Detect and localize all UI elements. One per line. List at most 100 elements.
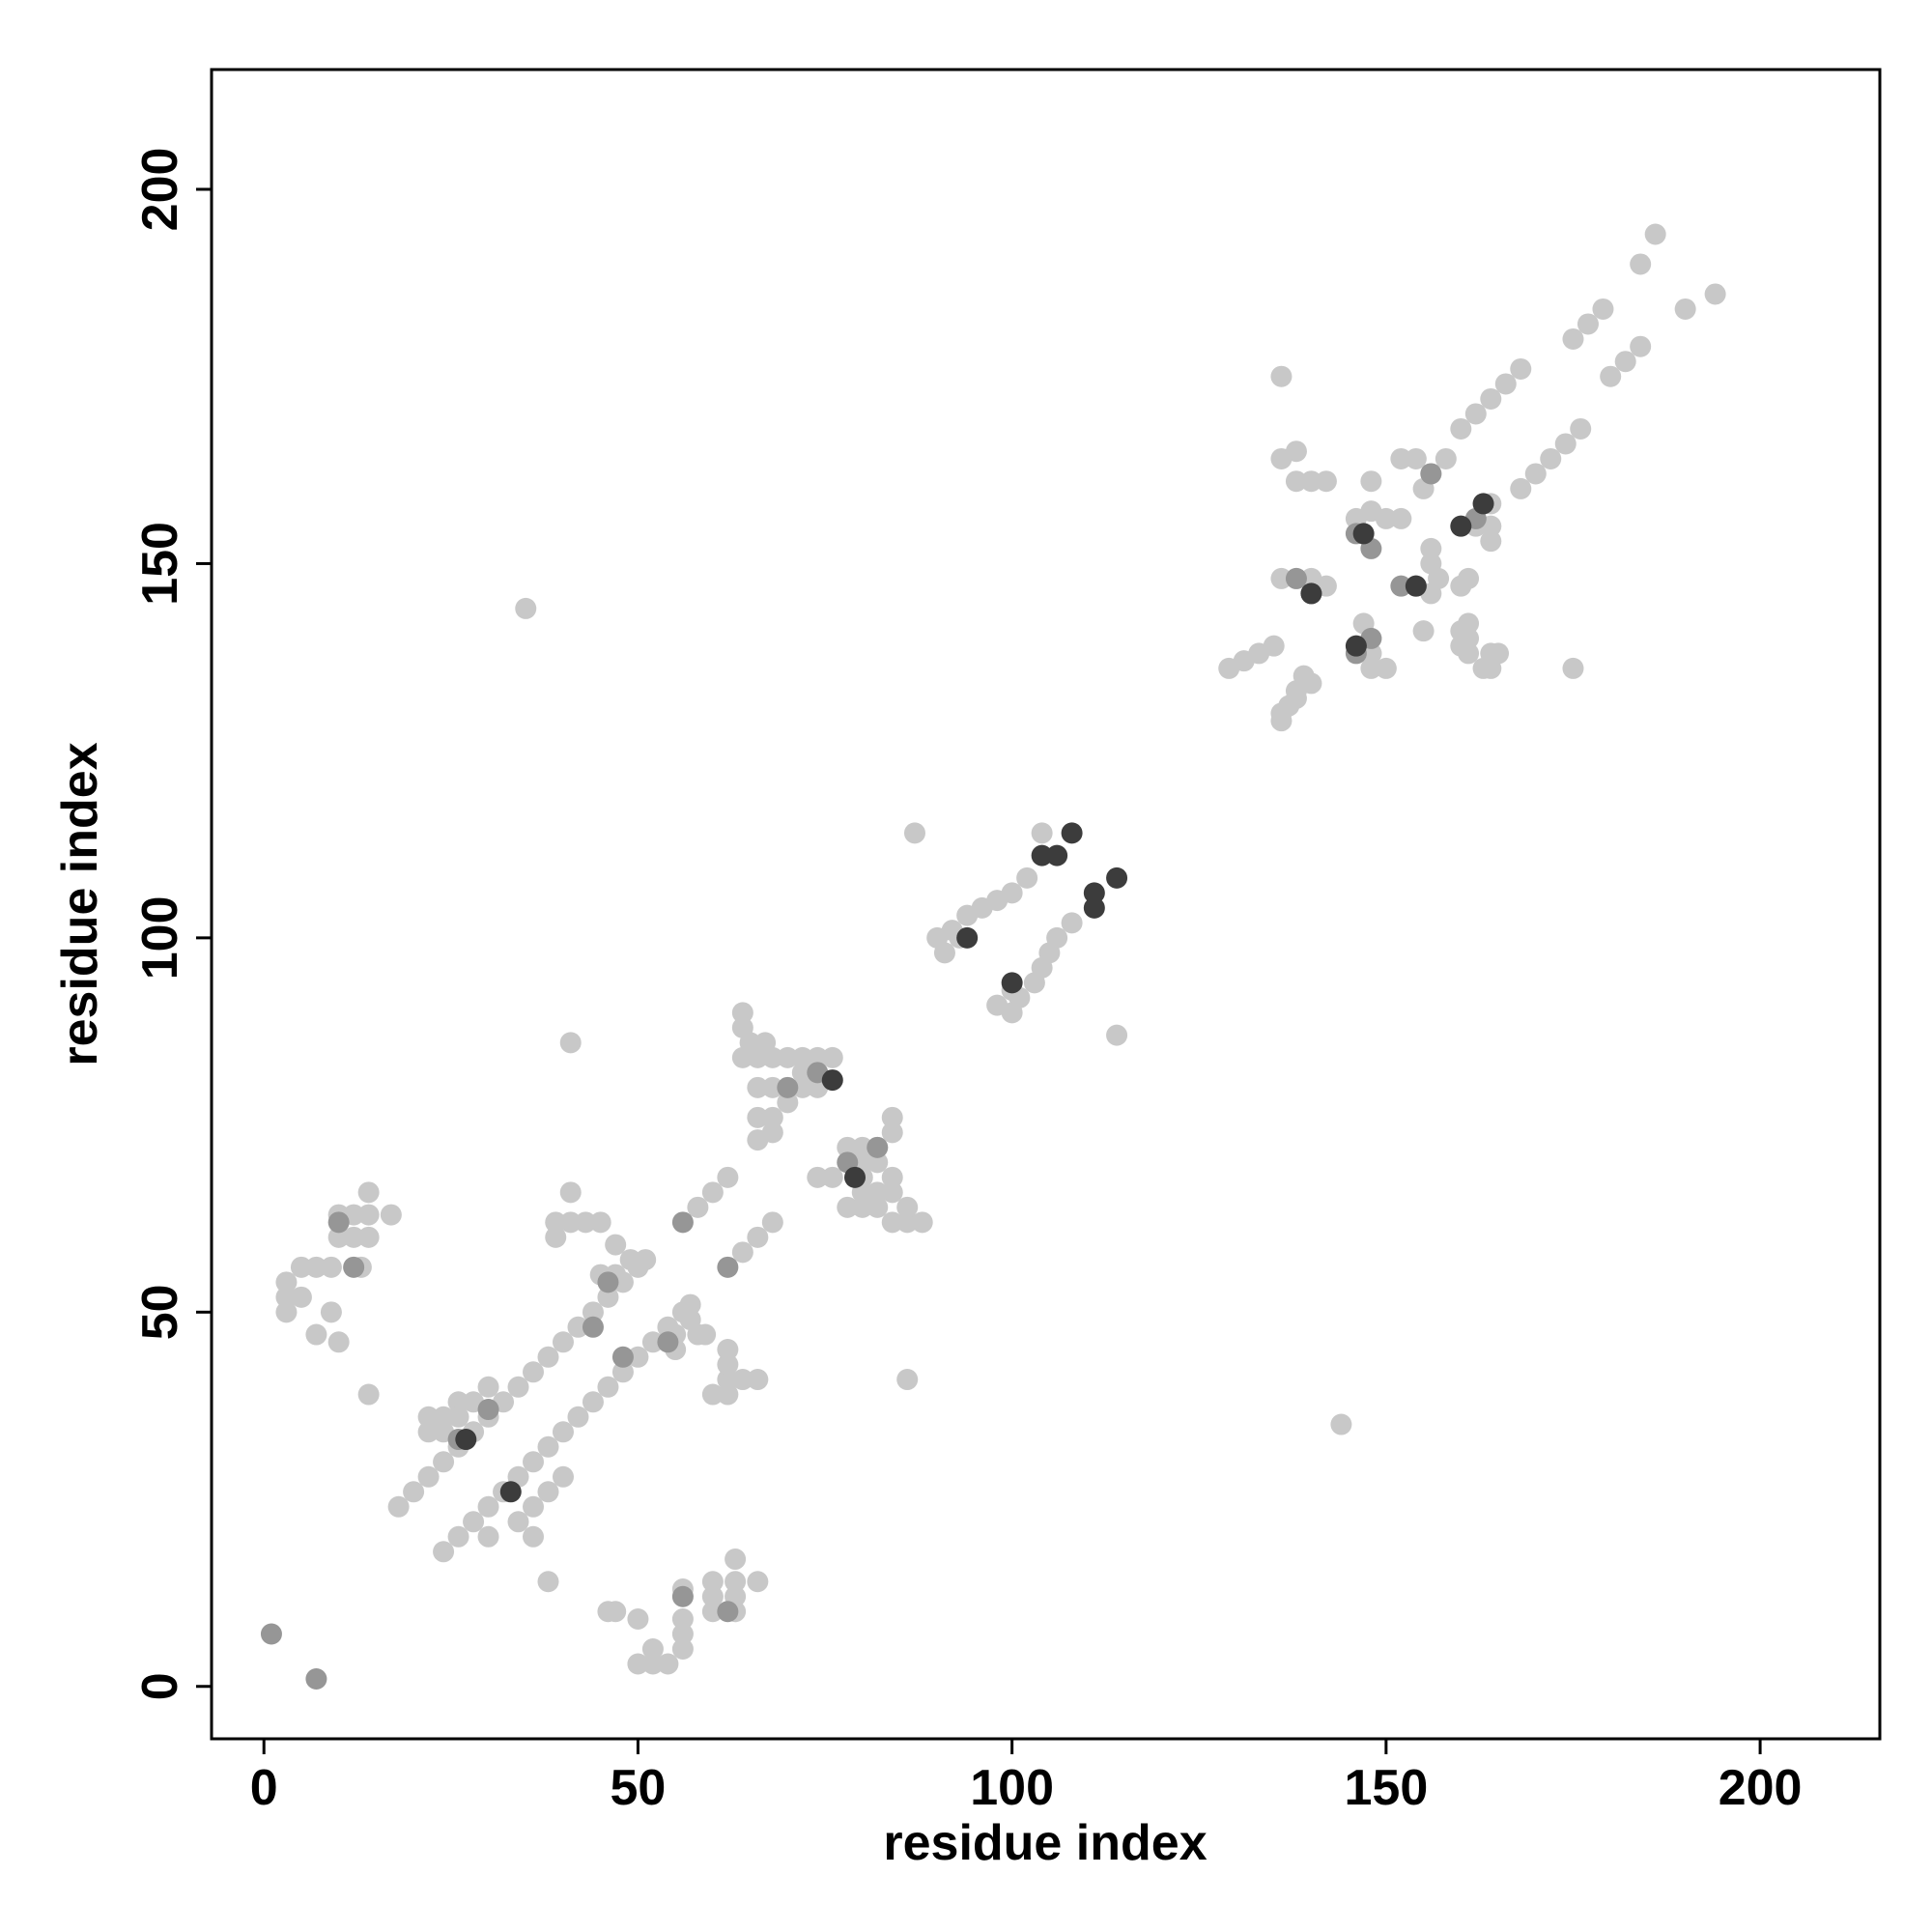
contact-point <box>1390 507 1412 529</box>
contact-point <box>1046 844 1068 867</box>
contact-point <box>671 1608 694 1631</box>
contact-point <box>956 926 979 949</box>
contact-point <box>597 1601 619 1623</box>
contact-point <box>552 1331 574 1353</box>
contact-point <box>567 1406 589 1428</box>
contact-point <box>641 1331 664 1353</box>
contact-point <box>523 1361 545 1383</box>
x-tick-label: 150 <box>1344 1760 1428 1816</box>
contact-point <box>1106 867 1128 889</box>
contact-point <box>611 1361 634 1383</box>
contact-point <box>851 1196 873 1218</box>
contact-point <box>380 1204 402 1226</box>
contact-point <box>327 1331 350 1353</box>
contact-point <box>1405 575 1427 597</box>
contact-point <box>477 1525 499 1548</box>
contact-point <box>1345 635 1367 657</box>
contact-point <box>1412 620 1435 642</box>
contact-point <box>761 1046 783 1068</box>
contact-point <box>515 597 537 619</box>
contact-point <box>821 1046 843 1068</box>
contact-point <box>1540 447 1562 469</box>
contact-point <box>567 1316 589 1338</box>
contact-point <box>777 1076 799 1098</box>
contact-point <box>1480 530 1502 553</box>
contact-point <box>343 1256 365 1278</box>
contact-point <box>837 1136 859 1158</box>
y-axis-label: residue index <box>52 742 108 1065</box>
contact-point <box>881 1181 903 1204</box>
contact-point <box>1270 567 1293 589</box>
contact-point <box>1704 283 1726 305</box>
contact-point <box>844 1166 867 1188</box>
contact-point <box>523 1525 545 1548</box>
contact-point <box>837 1196 859 1218</box>
contact-point <box>559 1181 582 1204</box>
contact-point <box>1083 896 1105 919</box>
contact-point <box>731 1046 753 1068</box>
contact-point <box>357 1204 380 1226</box>
contact-point <box>657 1331 679 1353</box>
contact-point <box>641 1653 664 1675</box>
contact-point <box>1285 567 1307 589</box>
contact-point <box>807 1046 829 1068</box>
contact-point <box>1577 313 1599 335</box>
contact-point <box>447 1391 469 1413</box>
contact-point <box>537 1481 559 1503</box>
contact-point <box>619 1249 641 1271</box>
contact-point <box>1031 822 1053 844</box>
contact-point <box>821 1069 843 1092</box>
contact-point <box>1554 433 1577 455</box>
contact-point <box>761 1076 783 1098</box>
contact-point <box>463 1511 485 1533</box>
contact-point <box>1644 223 1666 245</box>
contact-point <box>1630 253 1652 275</box>
contact-point <box>687 1323 709 1346</box>
contact-point <box>455 1429 477 1451</box>
contact-point <box>1450 417 1472 440</box>
contact-point <box>791 1062 813 1084</box>
contact-point <box>1614 351 1636 373</box>
contact-point <box>1360 470 1382 493</box>
contact-point <box>1450 620 1472 642</box>
contact-point <box>687 1196 709 1218</box>
contact-point <box>1420 537 1442 559</box>
contact-point <box>1285 440 1307 463</box>
contact-point <box>671 1623 694 1645</box>
contact-point <box>671 1211 694 1234</box>
contact-point <box>327 1211 350 1234</box>
contact-point <box>724 1548 747 1571</box>
contact-point <box>343 1226 365 1248</box>
contact-point <box>1674 298 1696 320</box>
contact-point <box>717 1339 739 1361</box>
contact-point <box>747 1226 769 1248</box>
contact-point <box>552 1465 574 1488</box>
contact-point <box>1001 972 1023 994</box>
contact-point <box>447 1525 469 1548</box>
x-tick-label: 100 <box>970 1760 1054 1816</box>
contact-point <box>867 1151 889 1174</box>
contact-point <box>1270 365 1293 387</box>
contact-point <box>933 942 955 964</box>
contact-point <box>447 1406 469 1428</box>
contact-point <box>1083 882 1105 904</box>
y-tick-label: 100 <box>132 895 188 980</box>
contact-point <box>477 1495 499 1518</box>
x-tick-label: 50 <box>611 1760 667 1816</box>
contact-point <box>867 1181 889 1204</box>
contact-point <box>731 1369 753 1391</box>
contact-point <box>1630 335 1652 357</box>
contact-point <box>305 1256 327 1278</box>
contact-point <box>290 1286 312 1308</box>
contact-point <box>605 1234 627 1256</box>
contact-point <box>403 1481 425 1503</box>
contact-point <box>881 1166 903 1188</box>
contact-point <box>1360 657 1382 679</box>
contact-point <box>387 1495 410 1518</box>
contact-point <box>747 1076 769 1098</box>
contact-point <box>417 1465 440 1488</box>
contact-point <box>821 1166 843 1188</box>
contact-point <box>597 1376 619 1398</box>
contact-point <box>523 1451 545 1473</box>
contact-point <box>1464 403 1487 425</box>
